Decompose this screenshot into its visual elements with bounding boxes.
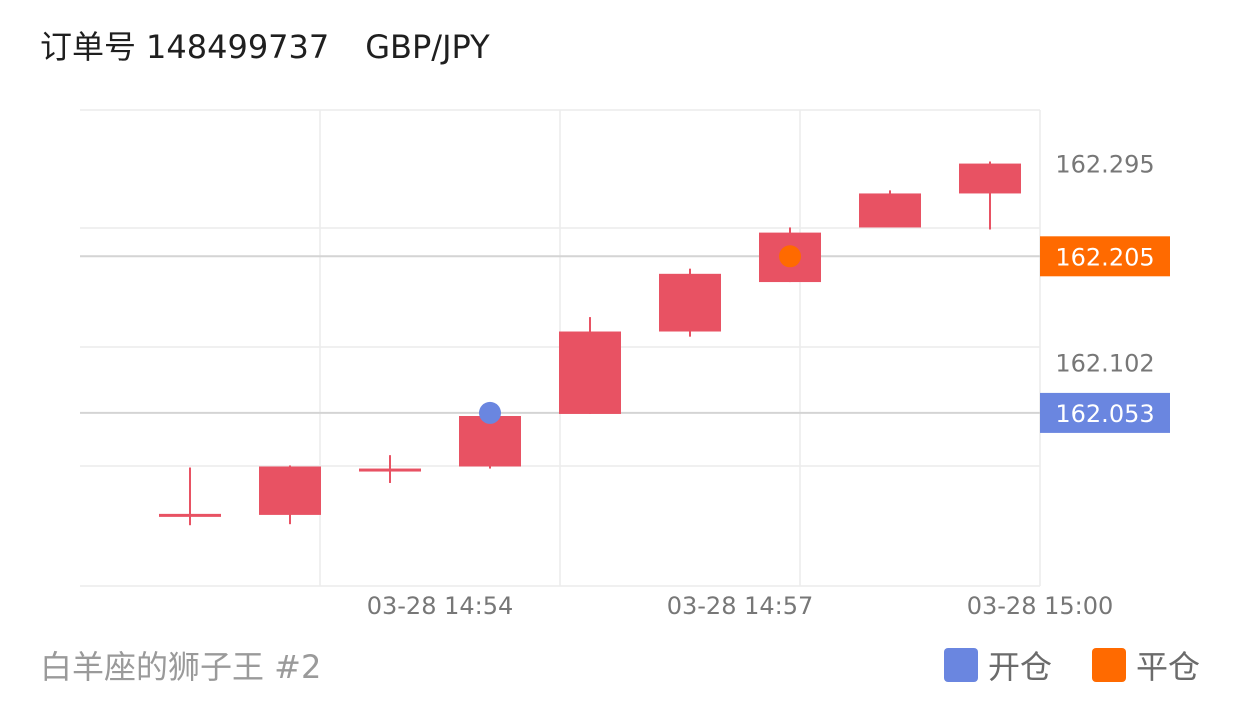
close-price-label: 162.205 <box>1055 243 1154 271</box>
legend-open-label: 开仓 <box>987 648 1052 686</box>
close-price-badge <box>1040 236 1170 277</box>
legend: 开仓 平仓 <box>943 642 1200 688</box>
candle-body <box>459 416 521 467</box>
close-swatch-icon <box>1091 648 1126 682</box>
legend-close-label: 平仓 <box>1135 648 1200 686</box>
x-tick-label: 03-28 14:54 <box>367 592 514 620</box>
open-price-badge <box>1040 392 1170 433</box>
y-tick-label: 162.295 <box>1055 151 1154 179</box>
open-price-label: 162.053 <box>1055 400 1154 428</box>
candle-body <box>959 163 1021 194</box>
candle-body <box>559 331 621 414</box>
legend-item-open: 开仓 <box>943 642 1052 688</box>
open-marker-dot <box>479 401 501 424</box>
x-tick-label: 03-28 15:00 <box>967 592 1114 620</box>
grid-layer <box>80 109 1041 587</box>
order-label: 订单号 <box>40 28 137 66</box>
x-tick-label: 03-28 14:57 <box>667 592 814 620</box>
candles <box>159 161 1021 526</box>
axis-labels: 162.295 162.102 03-28 14:54 03-28 14:57 03-2… <box>367 151 1155 620</box>
trade-markers: 162.053 162.205 <box>479 236 1170 433</box>
close-marker-dot <box>779 245 801 268</box>
chart-author-title: 白羊座的狮子王 #2 <box>40 648 322 686</box>
legend-item-close: 平仓 <box>1091 642 1200 688</box>
open-swatch-icon <box>943 648 978 682</box>
chart-header: 订单号 148499737 GBP/JPY <box>40 22 490 70</box>
candle-body <box>159 513 221 517</box>
candle-body <box>659 273 721 332</box>
candle-body <box>359 468 421 472</box>
candle-body <box>859 193 921 228</box>
order-number: 148499737 <box>146 28 330 66</box>
candle-body <box>259 466 321 515</box>
reference-lines <box>80 255 1170 414</box>
currency-pair: GBP/JPY <box>365 28 490 66</box>
y-tick-label: 162.102 <box>1055 349 1154 377</box>
